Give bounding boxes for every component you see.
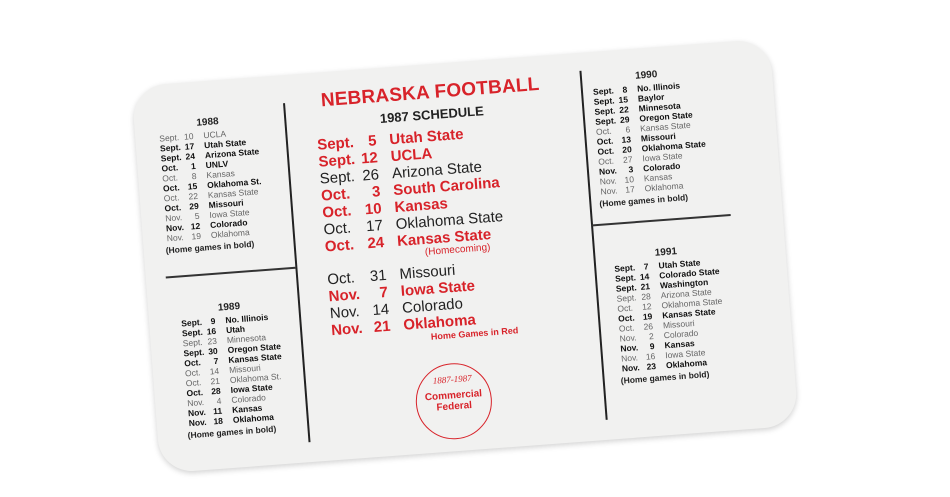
- commercial-federal-logo: 1887-1987 Commercial Federal: [413, 360, 495, 442]
- logo-name-line2: Federal: [436, 399, 473, 414]
- game-month: Nov.: [166, 232, 185, 244]
- game-day: 19: [191, 230, 202, 242]
- game-month: Nov.: [188, 416, 207, 429]
- game-month: Sept.: [319, 168, 356, 188]
- schedule-1990: 1990 Sept. 8 No. Illinois Sept. 15 Baylor Sept.…: [590, 66, 712, 209]
- game-month: Nov.: [621, 362, 641, 374]
- schedule-1991: 1991 Sept. 7 Utah State Sept. 14 Colorado Stat…: [611, 243, 730, 386]
- game-month: Nov.: [600, 185, 618, 197]
- schedule-1989: 1989 Sept. 9 No. Illinois Sept. 16 Utah Sept. 23…: [178, 298, 289, 440]
- schedule-1988: 1988 Sept. 10 UCLA Sept. 17 Utah State Sept. 24 A…: [156, 113, 268, 255]
- schedule-card: 1988 Sept. 10 UCLA Sept. 17 Utah State Sept. 24 A…: [131, 38, 799, 474]
- game-day: 18: [213, 415, 224, 427]
- game-month: Nov.: [330, 319, 364, 340]
- game-day: 23: [646, 361, 657, 372]
- right-horizontal-divider: [590, 213, 731, 227]
- game-day: 21: [373, 317, 392, 337]
- left-horizontal-divider: [165, 266, 296, 279]
- schedule-1987-table: Sept. 5 Utah State Sept. 12 UCLA Sept. 26 Arizon…: [314, 123, 515, 339]
- game-day: 17: [624, 184, 636, 195]
- logo-years: 1887-1987: [432, 372, 473, 386]
- main-schedule: NEBRASKA FOOTBALL 1987 SCHEDULE Sept. 5 Ut…: [281, 53, 596, 442]
